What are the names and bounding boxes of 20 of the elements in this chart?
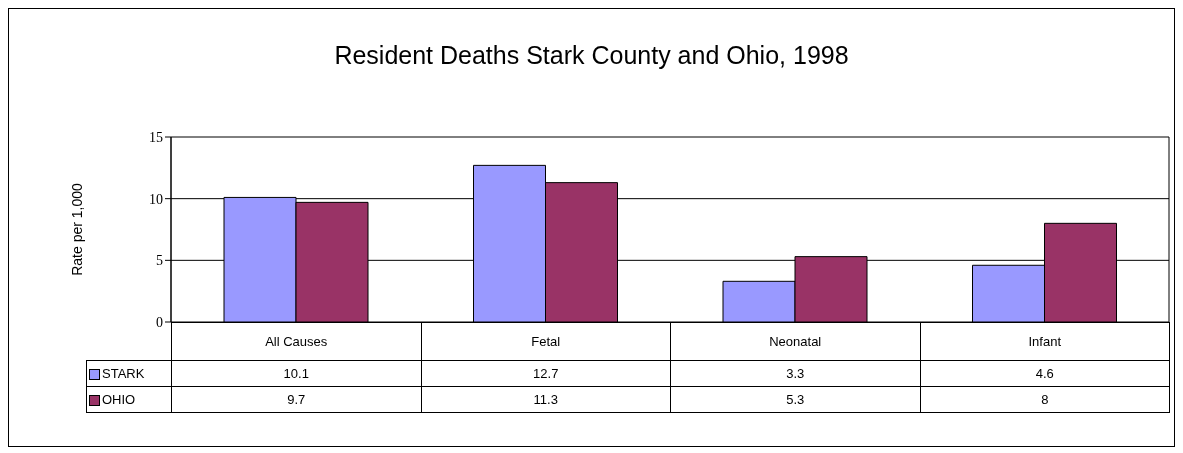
data-label: 9.7 xyxy=(171,386,421,413)
chart-title: Resident Deaths Stark County and Ohio, 1998 xyxy=(333,41,850,70)
data-label: 4.6 xyxy=(920,360,1170,387)
data-label: 10.1 xyxy=(171,360,421,387)
data-label: 11.3 xyxy=(421,386,671,413)
data-label: 3.3 xyxy=(670,360,920,387)
legend-label: OHIO xyxy=(102,392,136,408)
data-label: 5.3 xyxy=(670,386,920,413)
y-axis-title: Rate per 1,000 xyxy=(68,182,85,276)
data-label: 12.7 xyxy=(421,360,671,387)
y-tick-label: 15 xyxy=(149,129,163,145)
x-tick-label: All Causes xyxy=(171,322,421,361)
y-tick-label: 0 xyxy=(156,314,163,330)
x-tick-label: Neonatal xyxy=(670,322,920,361)
x-tick-label: Infant xyxy=(920,322,1170,361)
y-tick-label: 10 xyxy=(149,191,163,207)
y-tick-label: 5 xyxy=(156,253,163,269)
data-label: 8 xyxy=(920,386,1170,413)
legend-label: STARK xyxy=(102,366,145,382)
x-tick-label: Fetal xyxy=(421,322,671,361)
